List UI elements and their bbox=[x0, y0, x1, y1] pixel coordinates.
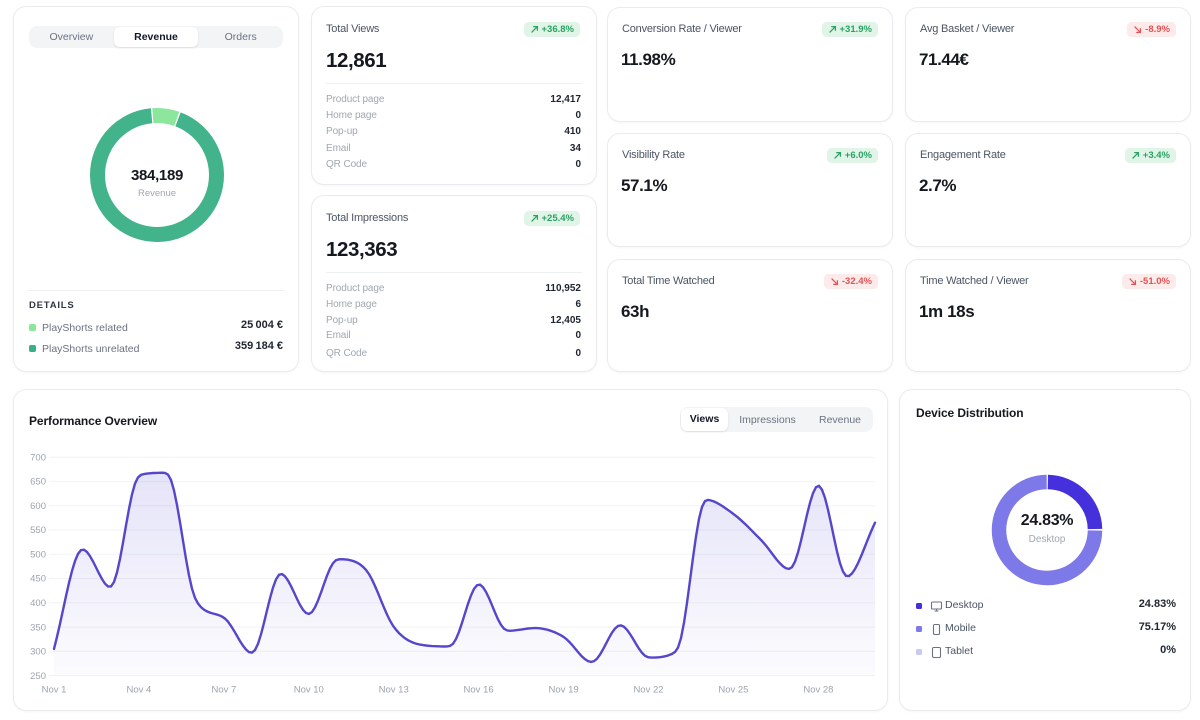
svg-text:Nov 16: Nov 16 bbox=[464, 685, 494, 696]
svg-text:300: 300 bbox=[30, 647, 46, 658]
svg-text:384,189: 384,189 bbox=[131, 167, 183, 184]
svg-text:Nov 13: Nov 13 bbox=[379, 685, 409, 696]
svg-text:550: 550 bbox=[30, 525, 46, 536]
svg-text:24.83%: 24.83% bbox=[1021, 512, 1074, 529]
svg-text:Nov 25: Nov 25 bbox=[718, 685, 748, 696]
svg-text:450: 450 bbox=[30, 574, 46, 585]
svg-text:500: 500 bbox=[30, 550, 46, 561]
svg-text:350: 350 bbox=[30, 622, 46, 633]
svg-text:Nov 22: Nov 22 bbox=[633, 685, 663, 696]
svg-text:Nov 28: Nov 28 bbox=[803, 685, 833, 696]
svg-text:Nov 10: Nov 10 bbox=[294, 685, 324, 696]
svg-text:Nov 1: Nov 1 bbox=[42, 685, 67, 696]
svg-text:600: 600 bbox=[30, 501, 46, 512]
svg-text:Desktop: Desktop bbox=[1029, 534, 1066, 545]
svg-text:250: 250 bbox=[30, 671, 46, 682]
svg-text:Revenue: Revenue bbox=[138, 188, 176, 199]
svg-text:650: 650 bbox=[30, 477, 46, 488]
svg-text:400: 400 bbox=[30, 598, 46, 609]
svg-text:Nov 19: Nov 19 bbox=[549, 685, 579, 696]
svg-text:Nov 7: Nov 7 bbox=[211, 685, 236, 696]
svg-text:Nov 4: Nov 4 bbox=[126, 685, 151, 696]
svg-text:700: 700 bbox=[30, 452, 46, 463]
